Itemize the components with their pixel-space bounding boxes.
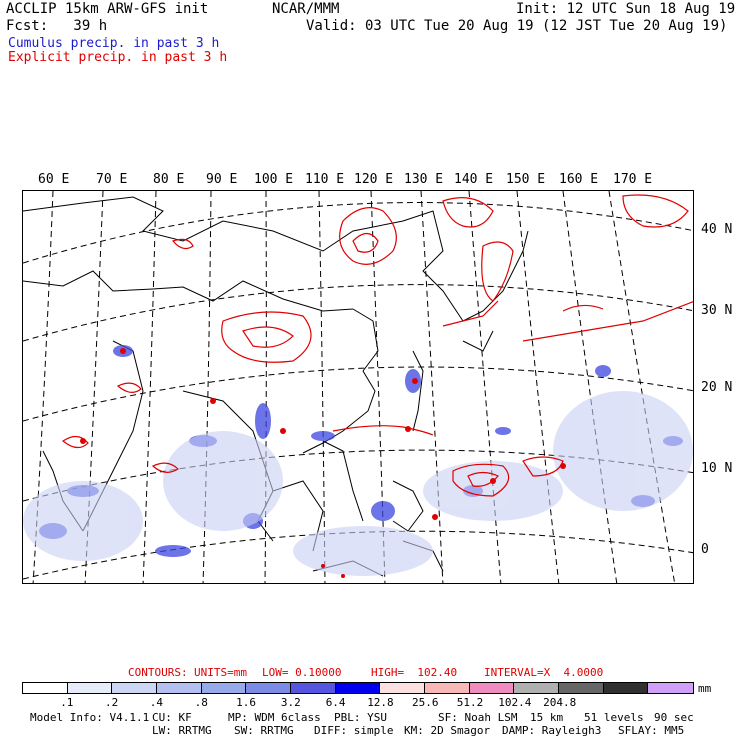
precipitation-map [22, 190, 694, 584]
lat-label-20n: 20 N [701, 380, 733, 395]
lon-label-150e: 150 E [506, 172, 546, 187]
lon-label-60e: 60 E [38, 172, 70, 187]
light-precip-areas [23, 391, 693, 576]
colorbar-tick-label: 102.4 [498, 696, 532, 709]
lw-scheme: LW: RRTMG [152, 724, 212, 737]
colorbar-segment [23, 683, 68, 693]
graticule-latitude [23, 202, 693, 580]
lon-label-70e: 70 E [96, 172, 128, 187]
lon-label-90e: 90 E [206, 172, 238, 187]
colorbar-segment [291, 683, 336, 693]
lon-label-160e: 160 E [559, 172, 599, 187]
colorbar-tick-label: 51.2 [456, 696, 484, 709]
colorbar-tick-label: 25.6 [412, 696, 439, 709]
lon-label-110e: 110 E [305, 172, 345, 187]
colorbar-segment [112, 683, 158, 693]
colorbar-unit: mm [698, 682, 712, 695]
km-scheme: KM: 2D Smagor [404, 724, 491, 737]
contour-units: UNITS=mm [194, 666, 247, 679]
colorbar-tick-label: 12.8 [367, 696, 394, 709]
colorbar-tick-label: 6.4 [325, 696, 346, 709]
colorbar-segment [335, 683, 381, 693]
colorbar-tick-label: 204.8 [543, 696, 577, 709]
forecast-hour: Fcst: 39 h [6, 18, 108, 34]
lat-label-30n: 30 N [701, 303, 733, 318]
sflay-scheme: SFLAY: MM5 [618, 724, 685, 737]
explicit-precip-contours [61, 194, 693, 497]
lon-label-100e: 100 E [254, 172, 294, 187]
colorbar-segment [67, 683, 113, 693]
lat-label-40n: 40 N [701, 222, 733, 237]
explicit-legend-label: Explicit precip. in past 3 h [8, 50, 228, 65]
contour-high: HIGH= 102.40 [371, 666, 458, 679]
institution-label: NCAR/MMM [272, 1, 340, 17]
vertical-levels: 51 levels [584, 711, 644, 724]
colorbar-tick-label: .8 [194, 696, 208, 709]
colorbar-tick-label: .1 [60, 696, 74, 709]
pbl-scheme: PBL: YSU [334, 711, 387, 724]
colorbar-segment [380, 683, 426, 693]
map-graphic [23, 191, 693, 583]
lon-label-130e: 130 E [404, 172, 444, 187]
colorbar-segment [648, 683, 694, 693]
colorbar-segment [469, 683, 515, 693]
grid-spacing: 15 km [530, 711, 564, 724]
time-step: 90 sec [654, 711, 694, 724]
damp-scheme: DAMP: Rayleigh3 [502, 724, 602, 737]
sf-scheme: SF: Noah LSM [438, 711, 518, 724]
precip-colorbar [22, 682, 694, 694]
colorbar-segment [603, 683, 649, 693]
sw-scheme: SW: RRTMG [234, 724, 294, 737]
lon-label-170e: 170 E [613, 172, 653, 187]
lon-label-140e: 140 E [454, 172, 494, 187]
colorbar-segment [514, 683, 560, 693]
colorbar-segment [157, 683, 202, 693]
cumulus-legend-label: Cumulus precip. in past 3 h [8, 36, 220, 51]
lon-label-80e: 80 E [153, 172, 185, 187]
colorbar-tick-label: 3.2 [280, 696, 301, 709]
model-info: Model Info: V4.1.1 [30, 711, 150, 724]
colorbar-segment [425, 683, 470, 693]
contour-low: LOW= 0.10000 [262, 666, 342, 679]
diff-scheme: DIFF: simple [314, 724, 394, 737]
explicit-precip-cores [80, 348, 566, 578]
cu-scheme: CU: KF [152, 711, 192, 724]
lat-label-10n: 10 N [701, 461, 733, 476]
colorbar-tick-label: 1.6 [236, 696, 256, 709]
colorbar-tick-label: .2 [105, 696, 119, 709]
mp-scheme: MP: WDM 6class [228, 711, 321, 724]
lon-label-120e: 120 E [354, 172, 394, 187]
colorbar-segment [559, 683, 604, 693]
contour-interval: INTERVAL=X 4.0000 [484, 666, 604, 679]
colorbar-segment [246, 683, 292, 693]
valid-time: Valid: 03 UTC Tue 20 Aug 19 (12 JST Tue … [306, 18, 728, 34]
colorbar-segment [201, 683, 247, 693]
contours-label: CONTOURS: [128, 666, 188, 679]
lat-label-0: 0 [701, 542, 709, 557]
colorbar-tick-label: .4 [149, 696, 164, 709]
init-time: Init: 12 UTC Sun 18 Aug 19 [516, 1, 736, 17]
product-title: ACCLIP 15km ARW-GFS init [6, 1, 209, 17]
